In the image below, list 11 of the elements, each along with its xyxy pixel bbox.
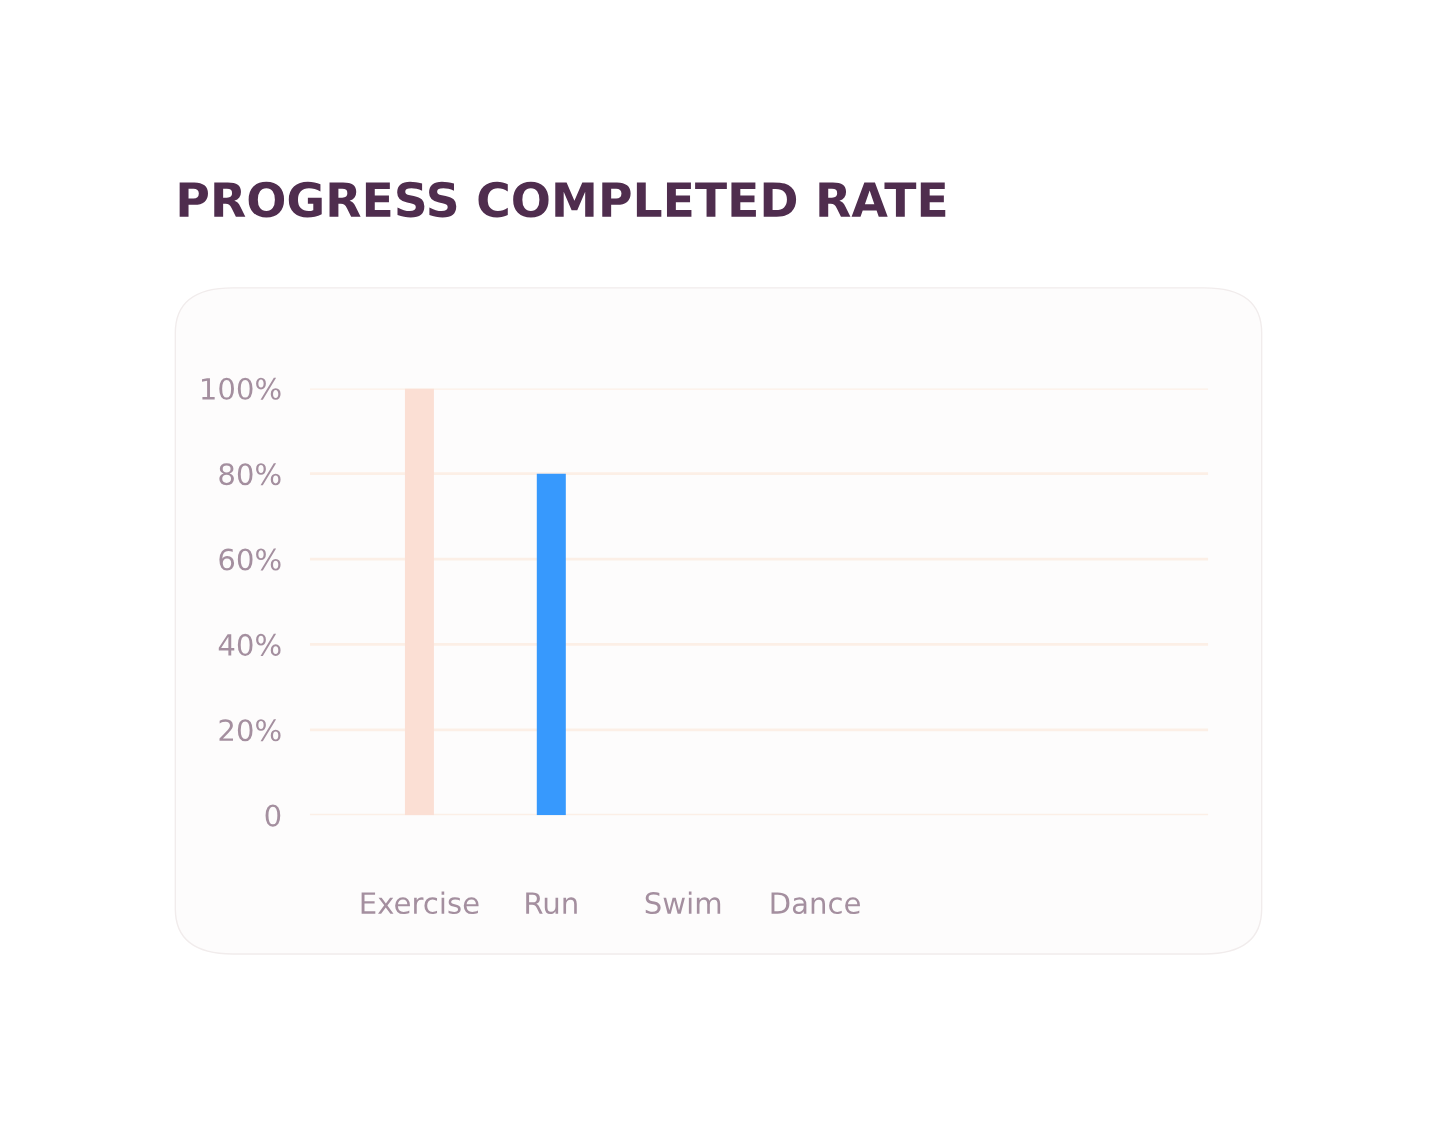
x-tick-label: Exercise <box>361 891 479 915</box>
x-tick-label: Swim <box>645 891 721 915</box>
y-tick-label: 20% <box>219 719 281 742</box>
chart-title: PROGRESS COMPLETED RATE <box>179 181 946 218</box>
y-tick-label: 40% <box>218 633 281 656</box>
y-tick-label: 80% <box>219 463 281 486</box>
y-tick-label: 60% <box>219 548 281 571</box>
x-tick-label: Run <box>526 892 577 915</box>
y-tick-label: 0 <box>265 804 281 827</box>
y-tick-label: 100% <box>202 377 281 400</box>
x-tick-label: Dance <box>771 892 860 915</box>
